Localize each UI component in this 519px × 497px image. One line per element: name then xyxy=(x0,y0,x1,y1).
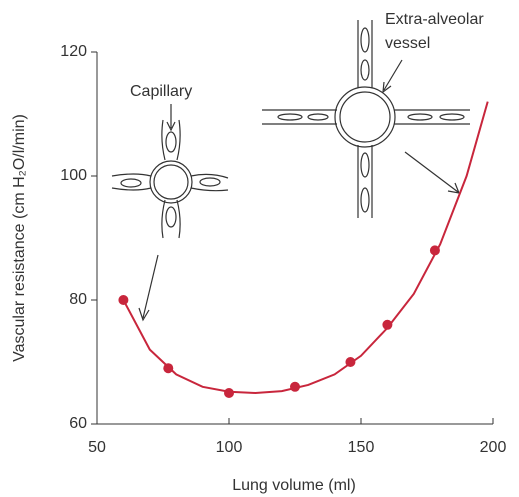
data-point xyxy=(290,381,300,392)
data-point xyxy=(382,319,393,330)
capillary-illustration xyxy=(111,104,229,239)
y-tick-label: 120 xyxy=(60,43,87,60)
x-axis-label: Lung volume (ml) xyxy=(232,477,356,494)
y-tick-label: 100 xyxy=(60,167,87,184)
data-point xyxy=(118,295,129,305)
data-point xyxy=(163,363,174,374)
data-point xyxy=(345,357,356,367)
vessel-illustration xyxy=(262,20,470,218)
x-tick-label: 200 xyxy=(480,439,507,456)
annotation: vessel xyxy=(385,35,430,52)
fit-curve xyxy=(122,101,489,395)
data-point xyxy=(429,245,440,256)
y-axis-label: Vascular resistance (cm H₂O/l/min) xyxy=(11,114,28,362)
x-tick-label: 50 xyxy=(88,439,106,456)
x-tick-label: 100 xyxy=(216,439,243,456)
annotation: Extra-alveolar xyxy=(385,11,484,28)
y-tick-label: 80 xyxy=(69,291,87,308)
x-tick-label: 150 xyxy=(348,439,375,456)
annotation: Capillary xyxy=(130,83,192,100)
y-tick-label: 60 xyxy=(69,415,87,432)
data-point xyxy=(224,388,234,398)
